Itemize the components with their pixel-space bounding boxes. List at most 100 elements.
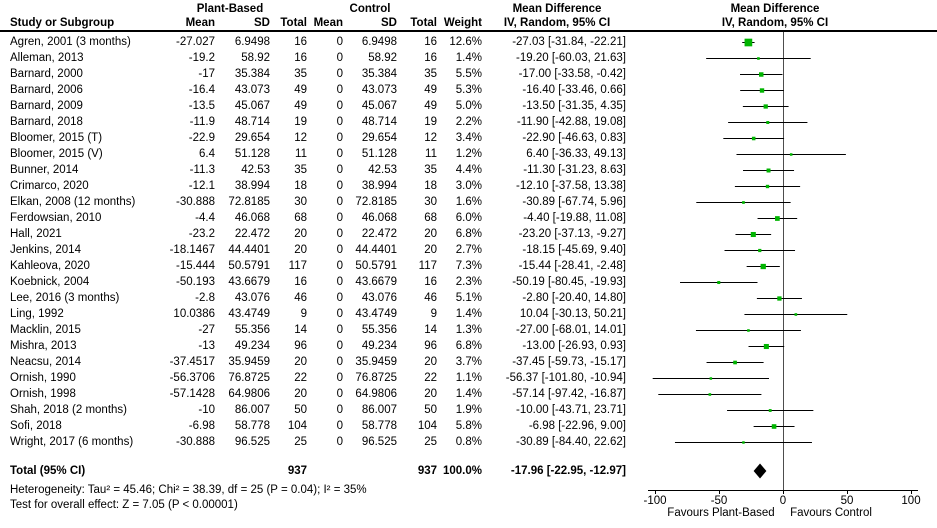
plant-total: 20 — [294, 388, 307, 400]
plant-mean: -13.5 — [188, 100, 215, 112]
study-name: Neacsu, 2014 — [10, 356, 81, 368]
table-row: Bunner, 2014 -11.3 42.53 35 0 42.53 35 4.4% -11.… — [0, 162, 937, 178]
study-name: Ferdowsian, 2010 — [10, 212, 102, 224]
plant-total: 25 — [294, 436, 307, 448]
favours-right-label: Favours Control — [790, 507, 872, 519]
plant-total: 30 — [294, 196, 307, 208]
control-sd: 76.8725 — [355, 372, 397, 384]
plant-total: 104 — [287, 420, 307, 432]
plant-total: 19 — [294, 116, 307, 128]
study-name: Jenkins, 2014 — [10, 244, 81, 256]
control-total: 49 — [424, 84, 437, 96]
table-row: Barnard, 2018 -11.9 48.714 19 0 48.714 19 2.2% -… — [0, 114, 937, 130]
control-sd: 96.525 — [361, 436, 397, 448]
control-total: 20 — [424, 388, 437, 400]
ci-text: -4.40 [-19.88, 11.08] — [523, 212, 626, 224]
control-total: 22 — [424, 372, 437, 384]
control-mean: 0 — [336, 276, 343, 288]
ci-text: -27.03 [-31.84, -22.21] — [512, 36, 626, 48]
ci-text: -27.00 [-68.01, 14.01] — [516, 324, 626, 336]
control-mean: 0 — [336, 196, 343, 208]
total-row: Total (95% CI) 937 937 100.0% -17.96 [-2… — [0, 463, 937, 479]
control-sd: 72.8185 — [355, 196, 397, 208]
ci-text: -2.80 [-20.40, 14.80] — [522, 292, 626, 304]
table-row: Koebnick, 2004 -50.193 43.6679 16 0 43.6679 16… — [0, 274, 937, 290]
ci-text: -37.45 [-59.73, -15.17] — [512, 356, 626, 368]
control-total: 49 — [424, 100, 437, 112]
plant-total: 22 — [294, 372, 307, 384]
plant-mean: -37.4517 — [169, 356, 215, 368]
plant-sd: 96.525 — [234, 436, 270, 448]
control-total: 16 — [424, 52, 437, 64]
plant-mean: -23.2 — [188, 228, 215, 240]
overall-effect-stats: Test for overall effect: Z = 7.05 (P < 0… — [10, 499, 238, 511]
total-ci-text: -17.96 [-22.95, -12.97] — [510, 465, 626, 477]
plant-mean: -4.4 — [195, 212, 215, 224]
control-sd: 38.994 — [361, 180, 397, 192]
ci-text: -15.44 [-28.41, -2.48] — [518, 260, 626, 272]
ci-text: -30.89 [-67.74, 5.96] — [522, 196, 626, 208]
weight: 1.1% — [455, 372, 482, 384]
plant-total: 11 — [295, 148, 307, 160]
study-name: Bloomer, 2015 (V) — [10, 148, 103, 160]
axis-tick-label: 100 — [901, 495, 920, 507]
weight: 0.8% — [455, 436, 482, 448]
study-name: Shah, 2018 (2 months) — [10, 404, 127, 416]
table-row: Neacsu, 2014 -37.4517 35.9459 20 0 35.9459 20 3… — [0, 354, 937, 370]
plant-mean: -27.027 — [175, 36, 215, 48]
weight: 6.8% — [455, 340, 482, 352]
header-divider — [0, 30, 937, 32]
study-name: Kahleova, 2020 — [10, 260, 90, 272]
control-mean: 0 — [336, 116, 343, 128]
control-total: 46 — [424, 292, 437, 304]
study-name: Barnard, 2006 — [10, 84, 83, 96]
study-name: Macklin, 2015 — [10, 324, 81, 336]
study-name: Koebnick, 2004 — [10, 276, 90, 288]
plant-total: 14 — [294, 324, 307, 336]
plant-sd: 76.8725 — [228, 372, 270, 384]
control-sd: 44.4401 — [355, 244, 397, 256]
ci-text: -22.90 [-46.63, 0.83] — [522, 132, 626, 144]
table-row: Wright, 2017 (6 months) -30.888 96.525 25 0 9… — [0, 434, 937, 450]
plant-mean: -57.1428 — [169, 388, 215, 400]
plant-sd: 49.234 — [234, 340, 270, 352]
plant-total: 20 — [294, 356, 307, 368]
ci-text: -50.19 [-80.45, -19.93] — [512, 276, 626, 288]
plant-total: 117 — [288, 260, 307, 272]
ci-text: -18.15 [-45.69, 9.40] — [522, 244, 626, 256]
col-header-plant-mean: Mean — [185, 17, 215, 29]
plant-total: 18 — [294, 180, 307, 192]
control-mean: 0 — [336, 308, 343, 320]
plant-sd: 48.714 — [234, 116, 270, 128]
weight: 1.2% — [455, 148, 482, 160]
plant-mean: -30.888 — [175, 436, 215, 448]
weight: 5.8% — [455, 420, 482, 432]
study-name: Elkan, 2008 (12 months) — [10, 196, 136, 208]
axis-tick-label: 50 — [841, 495, 854, 507]
table-row: Macklin, 2015 -27 55.356 14 0 55.356 14 1.3% -27… — [0, 322, 937, 338]
weight: 5.0% — [455, 100, 482, 112]
weight: 6.0% — [455, 212, 482, 224]
weight: 12.6% — [449, 36, 482, 48]
control-sd: 43.4749 — [355, 308, 397, 320]
control-total: 117 — [418, 260, 437, 272]
plant-mean: -18.1467 — [169, 244, 215, 256]
control-total: 16 — [424, 36, 437, 48]
control-mean: 0 — [336, 84, 343, 96]
control-sd: 29.654 — [361, 132, 397, 144]
plant-mean: -50.193 — [175, 276, 215, 288]
control-mean: 0 — [336, 324, 343, 336]
plant-total: 12 — [294, 132, 307, 144]
table-row: Barnard, 2009 -13.5 45.067 49 0 45.067 49 5.0% -… — [0, 98, 937, 114]
control-sd: 43.076 — [361, 292, 397, 304]
plant-sd: 50.5791 — [228, 260, 270, 272]
weight: 1.4% — [455, 388, 482, 400]
control-total: 30 — [424, 196, 437, 208]
control-sd: 58.92 — [368, 52, 397, 64]
effect-header-plot-column: Mean Difference — [730, 3, 820, 15]
ci-text: -12.10 [-37.58, 13.38] — [516, 180, 626, 192]
weight: 6.8% — [455, 228, 482, 240]
plant-sd: 22.472 — [234, 228, 270, 240]
control-total: 9 — [430, 308, 437, 320]
control-sd: 86.007 — [361, 404, 397, 416]
